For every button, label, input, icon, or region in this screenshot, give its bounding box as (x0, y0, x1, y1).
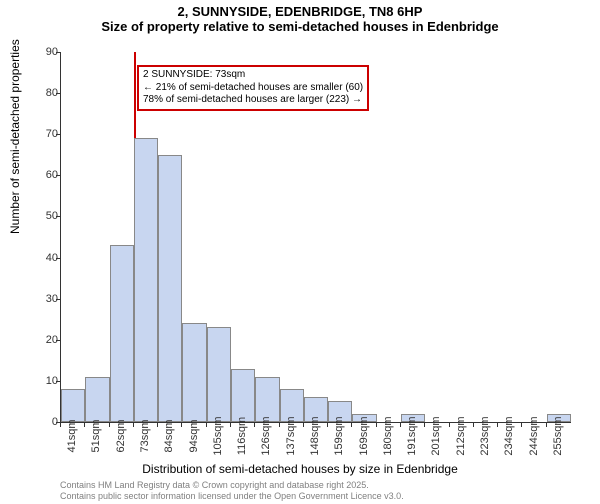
x-tick-label: 191sqm (406, 416, 418, 456)
x-tick-label: 255sqm (552, 416, 564, 456)
histogram-bar (182, 323, 206, 422)
x-tick-label: 148sqm (309, 416, 321, 456)
x-axis-label: Distribution of semi-detached houses by … (0, 462, 600, 476)
y-tick-mark (56, 134, 61, 135)
x-tick-label: 105sqm (212, 416, 224, 456)
x-tick-label: 234sqm (503, 416, 515, 456)
x-tick-mark (206, 422, 207, 427)
y-tick-label: 10 (34, 375, 58, 387)
x-tick-mark (400, 422, 401, 427)
chart-title-sub: Size of property relative to semi-detach… (0, 19, 600, 34)
x-tick-label: 180sqm (382, 416, 394, 456)
histogram-bar (158, 155, 182, 422)
x-tick-label: 41sqm (66, 416, 78, 456)
x-tick-mark (279, 422, 280, 427)
x-tick-label: 244sqm (528, 416, 540, 456)
histogram-bar (231, 369, 255, 422)
plot-area: 2 SUNNYSIDE: 73sqm ← 21% of semi-detache… (60, 52, 571, 423)
histogram-bar (110, 245, 134, 422)
x-ticks: 41sqm51sqm62sqm73sqm84sqm94sqm105sqm116s… (60, 422, 570, 466)
x-tick-mark (449, 422, 450, 427)
y-tick-mark (56, 340, 61, 341)
x-tick-label: 116sqm (236, 416, 248, 456)
y-tick-label: 40 (34, 252, 58, 264)
x-tick-label: 159sqm (333, 416, 345, 456)
x-tick-label: 223sqm (479, 416, 491, 456)
x-tick-label: 169sqm (358, 416, 370, 456)
x-tick-label: 84sqm (163, 416, 175, 456)
x-tick-mark (327, 422, 328, 427)
annotation-line1: 2 SUNNYSIDE: 73sqm (143, 69, 363, 82)
x-tick-mark (133, 422, 134, 427)
y-tick-mark (56, 381, 61, 382)
x-tick-label: 212sqm (455, 416, 467, 456)
x-tick-mark (351, 422, 352, 427)
x-tick-label: 126sqm (260, 416, 272, 456)
x-tick-mark (157, 422, 158, 427)
y-tick-mark (56, 93, 61, 94)
y-tick-label: 0 (34, 416, 58, 428)
x-tick-mark (60, 422, 61, 427)
attribution-line2: Contains public sector information licen… (60, 491, 404, 502)
x-tick-label: 94sqm (188, 416, 200, 456)
x-tick-mark (303, 422, 304, 427)
x-tick-mark (521, 422, 522, 427)
x-tick-mark (254, 422, 255, 427)
x-tick-mark (497, 422, 498, 427)
y-axis-label: Number of semi-detached properties (8, 39, 22, 234)
x-tick-label: 137sqm (285, 416, 297, 456)
attribution-line1: Contains HM Land Registry data © Crown c… (60, 480, 404, 491)
x-tick-mark (84, 422, 85, 427)
y-tick-label: 30 (34, 293, 58, 305)
annotation-line2: ← 21% of semi-detached houses are smalle… (143, 82, 363, 95)
y-tick-mark (56, 175, 61, 176)
attribution: Contains HM Land Registry data © Crown c… (60, 480, 404, 502)
y-tick-mark (56, 52, 61, 53)
y-tick-label: 70 (34, 128, 58, 140)
x-tick-mark (109, 422, 110, 427)
histogram-bar (207, 327, 231, 422)
x-tick-mark (546, 422, 547, 427)
x-tick-label: 62sqm (115, 416, 127, 456)
y-tick-label: 90 (34, 46, 58, 58)
x-tick-mark (473, 422, 474, 427)
annotation-line3: 78% of semi-detached houses are larger (… (143, 94, 363, 107)
y-tick-label: 50 (34, 210, 58, 222)
y-tick-label: 80 (34, 87, 58, 99)
histogram-bar (134, 138, 158, 422)
y-ticks: 0102030405060708090 (30, 52, 60, 422)
annotation-box: 2 SUNNYSIDE: 73sqm ← 21% of semi-detache… (137, 65, 369, 111)
chart-title-main: 2, SUNNYSIDE, EDENBRIDGE, TN8 6HP (0, 4, 600, 19)
y-tick-mark (56, 216, 61, 217)
x-tick-label: 201sqm (430, 416, 442, 456)
y-tick-mark (56, 258, 61, 259)
x-tick-mark (230, 422, 231, 427)
x-tick-label: 73sqm (139, 416, 151, 456)
x-tick-mark (424, 422, 425, 427)
x-tick-label: 51sqm (90, 416, 102, 456)
x-tick-mark (181, 422, 182, 427)
y-tick-label: 60 (34, 169, 58, 181)
x-tick-mark (376, 422, 377, 427)
y-tick-label: 20 (34, 334, 58, 346)
y-tick-mark (56, 299, 61, 300)
chart-container: 2, SUNNYSIDE, EDENBRIDGE, TN8 6HP Size o… (0, 4, 600, 504)
